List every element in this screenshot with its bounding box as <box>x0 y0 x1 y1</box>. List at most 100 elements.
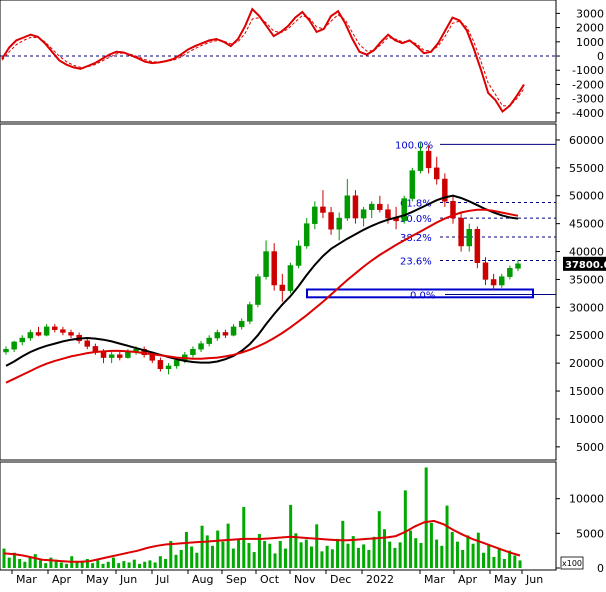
candle-body <box>329 212 334 229</box>
candle-body <box>296 246 301 266</box>
volume-bar <box>49 558 52 568</box>
volume-bar <box>148 560 151 568</box>
candle-body <box>12 342 17 349</box>
x-tick-label: Sep <box>226 573 247 586</box>
candle-body <box>247 305 252 322</box>
candle-body <box>280 285 285 291</box>
volume-bar <box>96 560 99 568</box>
volume-bar <box>451 532 454 568</box>
volume-bar <box>185 532 188 568</box>
volume-bar <box>492 557 495 568</box>
candle-body <box>304 224 309 246</box>
volume-bar <box>154 562 157 568</box>
volume-bar <box>472 544 475 568</box>
osc-tick-label: -3000 <box>572 93 604 106</box>
candle-body <box>491 279 496 285</box>
volume-bar <box>143 562 146 568</box>
candle-body <box>60 330 65 333</box>
volume-bar <box>367 550 370 568</box>
candle-body <box>377 204 382 210</box>
x-tick-label: Dec <box>330 573 351 586</box>
candle-body <box>44 327 49 335</box>
volume-bar <box>409 531 412 568</box>
volume-unit-label: x100 <box>562 559 582 568</box>
x-tick-label: May <box>494 573 517 586</box>
candle <box>402 196 407 224</box>
volume-bar <box>23 562 26 568</box>
volume-bar <box>3 549 6 568</box>
x-tick-label: Mar <box>16 573 37 586</box>
volume-tick-label: 10000 <box>569 493 604 506</box>
volume-bar <box>315 524 318 568</box>
candle-body <box>499 277 504 285</box>
price-tick-label: 5000 <box>576 441 604 454</box>
x-tick-label: Apr <box>52 573 72 586</box>
osc-tick-label: 0 <box>597 50 604 63</box>
candle-body <box>320 207 325 213</box>
candle-body <box>402 199 407 221</box>
x-tick-label: Mar <box>424 573 445 586</box>
candle <box>475 226 480 268</box>
candle-body <box>101 352 106 358</box>
volume-bar <box>102 564 105 568</box>
candle-body <box>475 229 480 262</box>
volume-bar <box>117 563 120 568</box>
candle-body <box>85 341 90 347</box>
volume-bar <box>232 549 235 568</box>
volume-bar <box>440 546 443 568</box>
price-tick-label: 10000 <box>569 413 604 426</box>
candle <box>255 274 260 307</box>
volume-bar <box>305 540 308 568</box>
candle-body <box>255 277 260 305</box>
candle-body <box>207 338 212 344</box>
volume-bar <box>8 558 11 568</box>
osc-tick-label: -2000 <box>572 78 604 91</box>
volume-bar <box>60 562 63 568</box>
osc-tick-label: 2000 <box>576 22 604 35</box>
price-tick-label: 30000 <box>569 301 604 314</box>
price-tick-label: 55000 <box>569 162 604 175</box>
candle-body <box>434 168 439 179</box>
candle-body <box>20 338 25 342</box>
volume-bar <box>456 542 459 568</box>
volume-bar <box>44 563 47 568</box>
volume-bar <box>388 542 391 568</box>
osc-tick-label: -4000 <box>572 107 604 120</box>
volume-bar <box>284 549 287 568</box>
candle-body <box>150 355 155 361</box>
osc-tick-label: 3000 <box>576 7 604 20</box>
candle-body <box>190 349 195 355</box>
candle-body <box>215 332 220 338</box>
volume-bar <box>477 533 480 568</box>
volume-bar <box>331 549 334 568</box>
candle-body <box>223 332 228 335</box>
candle-body <box>125 352 130 358</box>
candle-body <box>36 332 41 335</box>
candle-body <box>272 252 277 285</box>
x-tick-label: Oct <box>260 573 280 586</box>
candle-body <box>467 229 472 246</box>
volume-bar <box>164 559 167 568</box>
candle-body <box>516 264 521 268</box>
volume-bar <box>112 558 115 568</box>
candle-body <box>361 210 366 218</box>
volume-bar <box>107 562 110 568</box>
volume-bar <box>128 562 131 568</box>
fib-label: 100.0% <box>395 140 433 151</box>
volume-bar <box>18 559 21 568</box>
x-tick-label: Aug <box>192 573 213 586</box>
volume-tick-label: 0 <box>597 562 604 575</box>
volume-bar <box>263 541 266 568</box>
volume-bar <box>320 551 323 568</box>
candle-body <box>109 355 114 358</box>
volume-bar <box>378 511 381 568</box>
volume-bar <box>247 543 250 568</box>
candle-body <box>410 171 415 199</box>
volume-bar <box>39 560 42 568</box>
candle-body <box>418 151 423 171</box>
volume-bar <box>513 556 516 568</box>
x-tick-label: May <box>86 573 109 586</box>
volume-bar <box>341 521 344 568</box>
